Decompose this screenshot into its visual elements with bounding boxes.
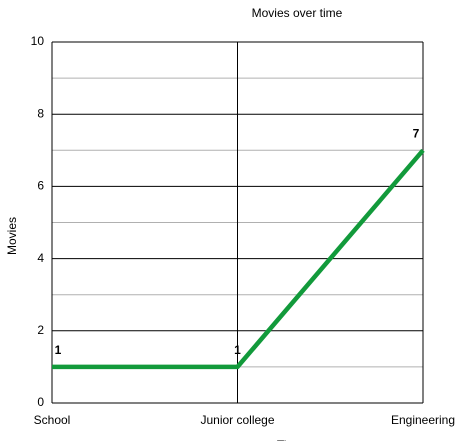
- y-tick-label: 8: [37, 106, 44, 120]
- x-tick-label: Junior college: [200, 413, 274, 427]
- data-label: 7: [413, 126, 420, 140]
- y-tick-label: 4: [37, 251, 44, 265]
- y-axis-label: Movies: [5, 217, 19, 255]
- x-tick-label: Engineering: [391, 413, 455, 427]
- y-tick-label: 2: [37, 323, 44, 337]
- x-tick-label: School: [34, 413, 71, 427]
- data-label: 1: [234, 343, 241, 357]
- y-tick-label: 6: [37, 179, 44, 193]
- y-tick-label: 0: [37, 395, 44, 409]
- data-label: 1: [55, 343, 62, 357]
- line: [52, 148, 425, 370]
- y-tick-label: 10: [31, 34, 45, 48]
- chart-title: Movies over time: [252, 6, 343, 20]
- x-axis-label: Time: [277, 438, 304, 441]
